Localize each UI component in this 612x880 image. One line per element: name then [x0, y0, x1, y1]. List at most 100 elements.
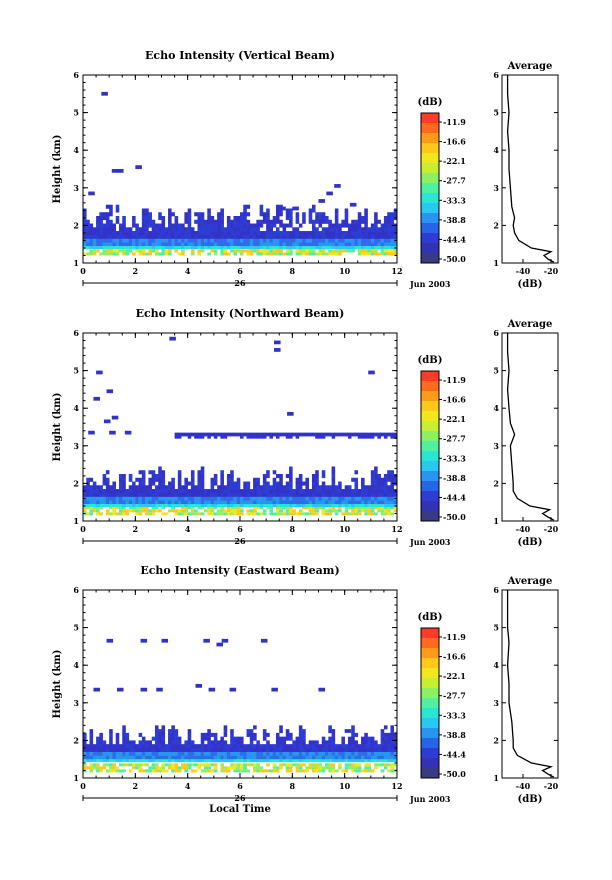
echo-cell: [168, 496, 172, 501]
echo-cell: [102, 740, 107, 745]
echo-cell: [125, 732, 130, 737]
echo-cell: [213, 496, 218, 501]
colorbar-segment: [421, 708, 439, 719]
echo-cell: [233, 506, 238, 510]
echo-cell: [393, 506, 398, 510]
echo-cell: [383, 509, 388, 513]
echo-cell: [347, 766, 352, 770]
echo-cell: [194, 504, 198, 508]
echo-cell: [370, 246, 375, 250]
echo-cell: [285, 212, 290, 217]
echo-cell: [132, 747, 136, 752]
profile-y-tick-label: 4: [493, 403, 499, 413]
echo-cell: [217, 432, 221, 437]
echo-cell: [132, 234, 136, 239]
echo-cell: [361, 769, 365, 773]
echo-cell: [161, 246, 166, 250]
echo-cell: [226, 219, 231, 224]
echo-cell: [99, 234, 103, 239]
echo-cell: [83, 212, 87, 217]
echo-cell: [118, 496, 123, 501]
echo-cell: [321, 212, 326, 217]
echo-cell: [272, 481, 277, 486]
echo-cell: [151, 227, 156, 232]
echo-cell: [226, 489, 231, 494]
echo-cell: [334, 485, 339, 490]
echo-cell: [158, 234, 162, 239]
echo-cell: [194, 744, 198, 749]
echo-cell: [311, 489, 316, 494]
echo-cell: [364, 496, 368, 501]
echo-cell: [105, 489, 110, 494]
echo-cell: [361, 477, 365, 482]
echo-cell: [275, 755, 280, 760]
echo-cell: [220, 246, 224, 250]
echo-cell: [347, 736, 352, 741]
echo-cell: [132, 481, 136, 486]
echo-cell: [223, 492, 228, 497]
echo-cell: [315, 744, 319, 749]
echo-cell: [105, 512, 110, 516]
echo-cell: [105, 238, 110, 243]
echo-cell: [109, 212, 113, 217]
echo-cell: [174, 755, 179, 760]
echo-cell: [197, 234, 202, 239]
echo-cell: [154, 769, 159, 773]
echo-cell: [269, 504, 274, 508]
echo-cell: [230, 492, 234, 497]
echo-cell: [223, 732, 228, 737]
echo-cell: [197, 223, 202, 228]
echo-cell: [390, 252, 395, 256]
echo-cell: [256, 219, 260, 224]
echo-cell: [122, 506, 126, 510]
echo-cell: [357, 504, 362, 508]
echo-cell: [96, 500, 100, 505]
echo-cell: [331, 747, 336, 752]
colorbar-tick-label: -16.6: [443, 652, 466, 662]
echo-cell: [308, 496, 313, 501]
echo-cell: [194, 238, 198, 243]
echo-cell: [89, 506, 94, 510]
echo-cell: [223, 512, 228, 516]
echo-cell: [370, 504, 375, 508]
echo-cell: [292, 759, 296, 763]
echo-cell: [161, 729, 166, 734]
echo-cell: [328, 506, 332, 510]
echo-cell: [230, 759, 234, 763]
profile-title: Average: [507, 61, 553, 72]
echo-cell: [213, 474, 218, 479]
echo-cell: [334, 751, 339, 756]
colorbar-tick-label: -38.8: [443, 215, 466, 225]
echo-cell: [89, 492, 94, 497]
echo-cell: [305, 755, 309, 760]
echo-cell: [383, 238, 388, 243]
echo-cell: [380, 231, 385, 236]
echo-cell: [367, 766, 372, 770]
profile-y-tick-label: 1: [493, 258, 499, 268]
echo-cell: [151, 238, 156, 243]
echo-cell: [226, 234, 231, 239]
echo-cell: [367, 512, 372, 516]
echo-cell: [387, 763, 391, 767]
echo-cell: [298, 477, 303, 482]
echo-cell: [164, 755, 169, 760]
echo-cell: [374, 744, 378, 749]
echo-cell: [308, 219, 313, 224]
echo-cell: [99, 747, 103, 752]
echo-cell: [122, 755, 126, 760]
echo-cell: [249, 755, 254, 760]
x-axis-label: Local Time: [209, 804, 271, 815]
echo-cell: [262, 732, 267, 737]
echo-cell: [374, 506, 378, 510]
echo-cell: [204, 509, 208, 513]
echo-cell: [341, 504, 345, 508]
echo-cell: [390, 485, 395, 490]
echo-cell: [145, 769, 149, 773]
echo-cell: [233, 489, 238, 494]
echo-cell: [86, 242, 90, 247]
echo-cell: [341, 234, 345, 239]
echo-cell: [164, 249, 169, 253]
echo-cell: [217, 238, 221, 243]
echo-cell: [184, 485, 188, 490]
echo-cell: [158, 736, 162, 741]
